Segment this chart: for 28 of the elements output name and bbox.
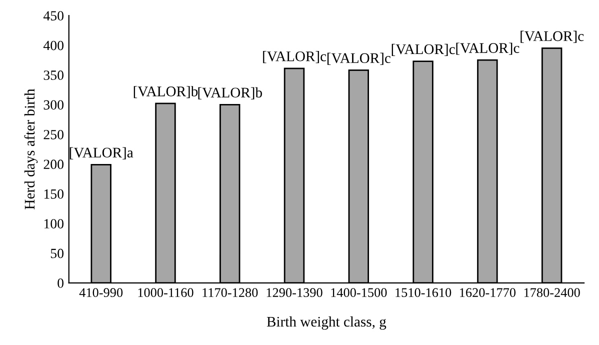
data-label: [VALOR]b — [198, 87, 262, 100]
x-tick-label: 410-990 — [79, 288, 123, 298]
y-tick-label: 350 — [44, 70, 64, 80]
x-axis-title: Birth weight class, g — [266, 316, 386, 330]
y-tick-label: 200 — [44, 160, 64, 170]
y-tick-label: 50 — [50, 248, 64, 258]
data-label: [VALOR]c — [263, 51, 326, 64]
data-label: [VALOR]c — [327, 52, 390, 65]
data-label: [VALOR]b — [134, 86, 198, 98]
y-tick-label: 100 — [44, 219, 64, 228]
x-tick-label: 1000-1160 — [138, 288, 194, 298]
y-tick-label: 300 — [44, 100, 64, 110]
data-label: [VALOR]c — [456, 42, 520, 55]
x-tick-label: 1170-1280 — [202, 288, 258, 298]
y-tick-label: 0 — [58, 278, 64, 288]
y-tick-label: 250 — [44, 130, 64, 140]
x-tick-label: 1780-2400 — [524, 288, 580, 298]
y-tick-label: 150 — [44, 189, 64, 199]
x-tick-label: 1510-1610 — [396, 288, 452, 298]
y-axis-title: Herd days after birth — [24, 88, 38, 210]
y-tick-label: 450 — [43, 11, 64, 20]
x-tick-label: 1400-1500 — [331, 288, 387, 298]
x-tick-label: 1290-1390 — [266, 288, 322, 298]
y-tick-label: 400 — [43, 40, 64, 50]
data-label: [VALOR]a — [70, 147, 134, 160]
data-label: [VALOR]c — [520, 30, 584, 43]
data-label: [VALOR]c — [392, 44, 455, 56]
x-tick-label: 1620-1770 — [460, 288, 516, 298]
